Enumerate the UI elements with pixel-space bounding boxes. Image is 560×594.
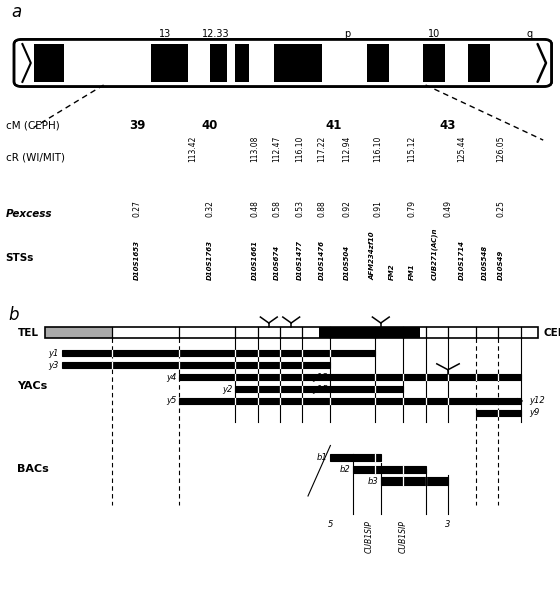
Text: Pexcess: Pexcess [6,209,52,219]
Text: 0.48: 0.48 [250,200,259,217]
Text: y12: y12 [529,396,545,406]
Text: cR (WI/MIT): cR (WI/MIT) [6,153,64,162]
Bar [468,44,490,82]
Bar [210,44,227,82]
Text: 43: 43 [440,119,456,132]
Text: 0.49: 0.49 [444,200,452,217]
Text: y3: y3 [48,361,59,370]
Text: D10S1477: D10S1477 [297,240,302,280]
Text: 13: 13 [159,29,171,39]
Text: y1: y1 [48,349,59,358]
Text: CEN: CEN [543,328,560,337]
Bar [476,410,521,416]
Text: 117.22: 117.22 [318,136,326,162]
Bar [330,454,381,461]
Text: 12.33: 12.33 [202,29,230,39]
Text: y5: y5 [166,396,176,406]
Text: 113.42: 113.42 [189,136,198,162]
Text: TEL: TEL [18,328,39,337]
Text: 112.47: 112.47 [273,136,282,162]
Text: 41: 41 [325,119,342,132]
Text: 40: 40 [202,119,218,132]
Text: D10S1763: D10S1763 [207,240,213,280]
Text: 39: 39 [129,119,146,132]
Text: D10S1653: D10S1653 [134,240,140,280]
Text: 113.08: 113.08 [250,136,259,162]
Bar [319,327,420,338]
Text: y9: y9 [529,408,540,418]
Bar [353,466,426,473]
Bar [274,44,322,82]
Text: AFM234zf10: AFM234zf10 [370,232,375,280]
Text: 126.05: 126.05 [497,135,506,162]
Text: 10: 10 [428,29,440,39]
Text: 112.94: 112.94 [343,136,352,162]
Text: p: p [344,29,351,39]
Bar [330,374,521,380]
Text: 125.44: 125.44 [458,135,466,162]
Bar [235,44,249,82]
Bar [179,374,330,380]
Text: BACs: BACs [17,465,49,474]
Text: CUB1SIP: CUB1SIP [365,520,374,552]
Bar [45,327,538,338]
Bar [179,398,476,404]
Text: 0.32: 0.32 [206,200,214,217]
Text: y15: y15 [312,384,328,394]
Bar [367,44,389,82]
Text: D10S1661: D10S1661 [252,240,258,280]
Text: b1: b1 [317,453,328,462]
Text: y4: y4 [166,372,176,382]
Text: D10S49: D10S49 [498,250,504,280]
Bar [330,386,403,392]
Bar [62,362,330,368]
Bar [381,478,448,485]
Text: b3: b3 [367,476,378,486]
Bar [235,386,330,392]
Text: 0.92: 0.92 [343,200,352,217]
Bar [112,327,538,338]
Text: FM1: FM1 [409,264,414,280]
Text: 0.27: 0.27 [133,200,142,217]
Bar [423,44,445,82]
Text: 116.10: 116.10 [374,136,382,162]
Text: cM (CEPH): cM (CEPH) [6,121,59,131]
Text: q: q [526,29,532,39]
Bar [45,327,112,338]
Text: 0.91: 0.91 [374,200,382,217]
Text: 0.88: 0.88 [318,201,326,217]
Text: CUB1SIP: CUB1SIP [399,520,408,552]
Text: D10S548: D10S548 [482,245,487,280]
Text: y13: y13 [312,372,328,382]
Text: D10S1714: D10S1714 [459,240,465,280]
Text: b2: b2 [339,465,350,474]
Text: b: b [8,306,19,324]
Bar [151,44,188,82]
Text: D10S674: D10S674 [274,245,280,280]
Text: 0.58: 0.58 [273,200,282,217]
Text: y2: y2 [222,384,232,394]
Text: a: a [11,3,21,21]
Text: D10S504: D10S504 [344,245,350,280]
Text: D10S1476: D10S1476 [319,240,325,280]
Text: CUB271(AC)n: CUB271(AC)n [431,228,437,280]
Text: 115.12: 115.12 [407,136,416,162]
FancyBboxPatch shape [14,39,552,87]
Text: 116.10: 116.10 [295,136,304,162]
Text: STSs: STSs [6,253,34,263]
Bar [62,350,375,356]
Text: 3: 3 [445,520,451,529]
Bar [34,44,64,82]
Text: 0.79: 0.79 [407,200,416,217]
Bar [476,398,521,404]
Text: 0.53: 0.53 [295,200,304,217]
Text: YACs: YACs [17,381,47,391]
Text: FM2: FM2 [389,264,395,280]
Text: 5: 5 [328,520,333,529]
Text: 0.25: 0.25 [497,200,506,217]
